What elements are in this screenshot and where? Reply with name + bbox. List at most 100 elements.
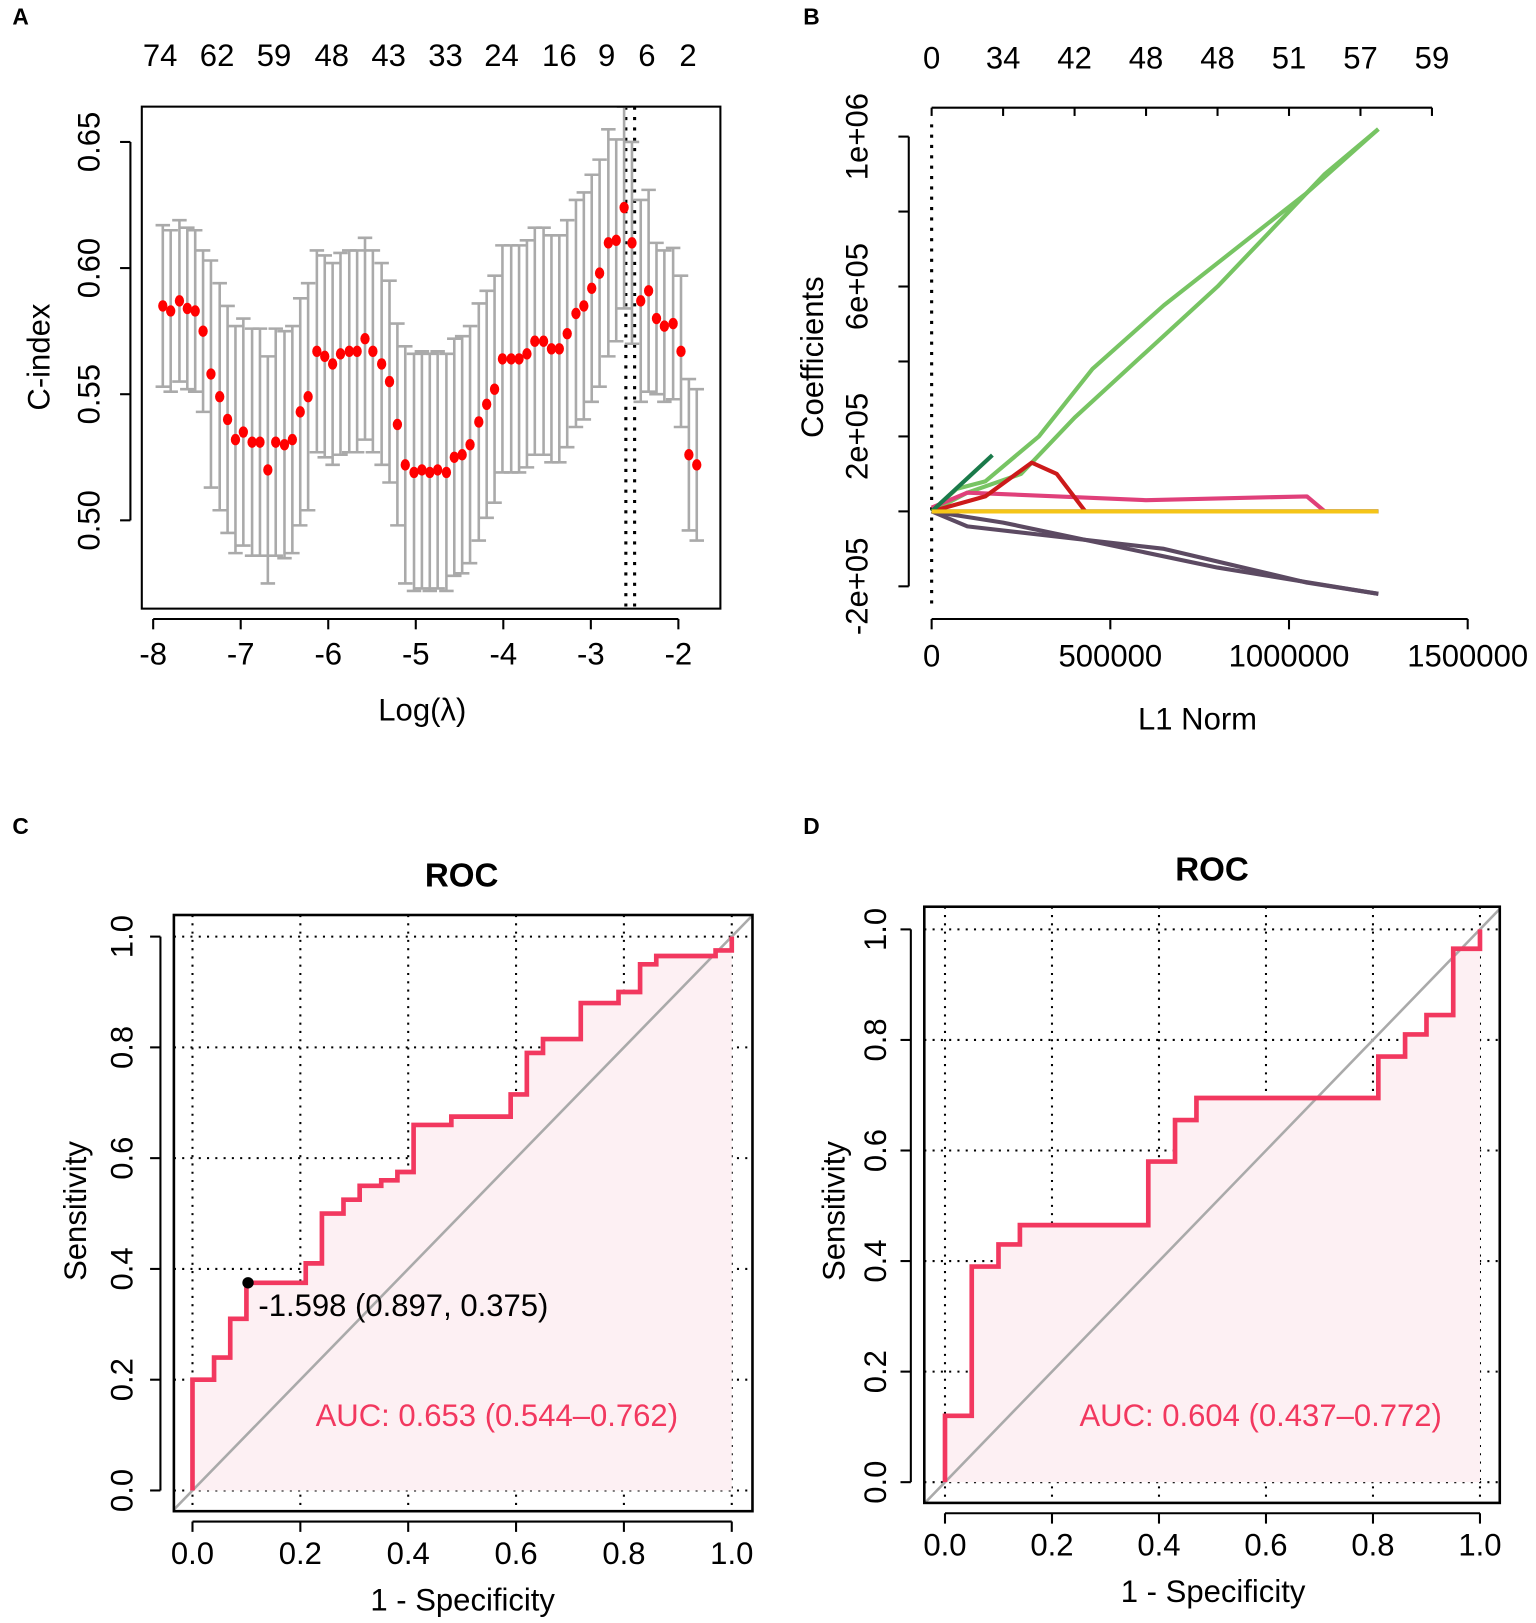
point: [571, 307, 581, 320]
point: [295, 406, 305, 418]
x-tick-label: 0.4: [387, 1536, 430, 1571]
y-tick-label: 0.60: [71, 238, 106, 298]
plot-box: [922, 905, 1502, 1505]
point: [263, 464, 273, 476]
x-tick-label: 0.2: [279, 1536, 322, 1571]
plot-area: [930, 124, 1380, 611]
top-tick-label: 42: [1057, 40, 1092, 75]
x-axis-label: L1 Norm: [1138, 702, 1257, 737]
point: [303, 391, 313, 403]
point: [352, 345, 362, 358]
point: [562, 327, 572, 340]
point: [538, 335, 549, 347]
y-tick-label: 6e+05: [839, 243, 874, 330]
point: [594, 267, 605, 279]
top-tick-label: 43: [371, 38, 406, 73]
x-tick-label: -3: [577, 636, 605, 671]
point: [360, 333, 370, 345]
x-tick-label: 500000: [1059, 639, 1163, 674]
point: [449, 451, 459, 463]
point: [457, 449, 467, 461]
y-tick-label: 0.0: [858, 1461, 893, 1504]
point: [320, 350, 330, 363]
point: [497, 353, 508, 365]
top-tick-label: 34: [986, 40, 1021, 75]
x-tick-label: 1500000: [1407, 639, 1528, 674]
y-tick-label: 0.55: [71, 364, 106, 424]
x-tick-label: 0.6: [494, 1536, 537, 1571]
x-tick-label: -2: [665, 636, 693, 671]
coefficient-path: [930, 490, 1379, 514]
point: [425, 466, 435, 479]
top-tick-label: 74: [143, 38, 178, 73]
y-tick-label: -2e+05: [839, 538, 874, 636]
point: [619, 201, 629, 214]
y-tick-label: 2e+05: [839, 393, 874, 480]
top-tick-label: 16: [542, 38, 577, 73]
point: [247, 436, 257, 448]
point: [554, 343, 564, 355]
point: [482, 398, 492, 410]
plot-box: [172, 913, 754, 1513]
diagonal: [173, 915, 753, 1511]
x-tick-label: 0.6: [1244, 1528, 1287, 1563]
point: [643, 285, 654, 297]
panel: D ROC 1 - Specificity Sensitivity 0.0 0.2 0.4 0…: [803, 813, 1501, 1609]
x-tick-label: -4: [490, 636, 518, 671]
point: [489, 383, 500, 395]
threshold-label: -1.598 (0.897, 0.375): [258, 1288, 548, 1323]
panel-letter: D: [803, 813, 819, 839]
x-axis-label: Log(λ): [378, 692, 466, 727]
point: [409, 466, 419, 479]
point: [368, 345, 378, 358]
point: [198, 325, 208, 337]
y-tick-label: 0.8: [104, 1026, 139, 1069]
point: [506, 353, 516, 365]
y-axis-label: Sensitivity: [817, 1141, 852, 1281]
x-tick-label: -6: [314, 636, 342, 671]
point: [465, 438, 475, 451]
top-tick-label: 9: [598, 38, 615, 73]
y-tick-label: 0.8: [858, 1018, 893, 1061]
point: [522, 348, 532, 360]
point: [668, 317, 678, 330]
point: [587, 282, 597, 294]
top-tick-label: 48: [1200, 40, 1235, 75]
y-tick-label: 1.0: [104, 915, 139, 958]
plot-area: [924, 906, 1500, 1503]
point: [190, 305, 200, 317]
point: [530, 335, 540, 347]
point: [206, 368, 216, 380]
point: [636, 295, 646, 307]
point: [514, 353, 524, 365]
panel-letter: C: [12, 813, 28, 839]
auc-label: AUC: 0.653 (0.544–0.762): [316, 1398, 678, 1433]
point: [215, 391, 225, 403]
chart-title: ROC: [425, 857, 499, 894]
panel-letter: B: [803, 4, 819, 30]
point: [433, 464, 443, 476]
point: [441, 466, 452, 479]
coefficient-path: [930, 453, 994, 513]
x-tick-label: 1.0: [710, 1536, 753, 1571]
x-tick-label: 1000000: [1229, 639, 1350, 674]
coefficient-path: [930, 127, 1380, 514]
point: [230, 433, 241, 446]
x-tick-label: -5: [402, 636, 430, 671]
plot-box: [140, 105, 722, 610]
top-tick-label: 57: [1343, 40, 1378, 75]
x-tick-label: -8: [139, 636, 167, 671]
point: [651, 312, 662, 325]
x-tick-label: 0.8: [1351, 1528, 1394, 1563]
point: [392, 418, 403, 431]
diagonal: [924, 908, 1500, 1503]
x-axis-label: 1 - Specificity: [370, 1582, 555, 1617]
point: [174, 295, 185, 307]
point: [376, 358, 387, 370]
plot-area: [173, 915, 753, 1512]
point: [474, 416, 484, 428]
panel: A Log(λ) C-index -8 -7 -6 -5 -4 -3 -2 0.50 0.55 0.60…: [12, 4, 722, 727]
x-tick-label: 1.0: [1458, 1528, 1501, 1563]
roc-curve: [942, 929, 1483, 1483]
